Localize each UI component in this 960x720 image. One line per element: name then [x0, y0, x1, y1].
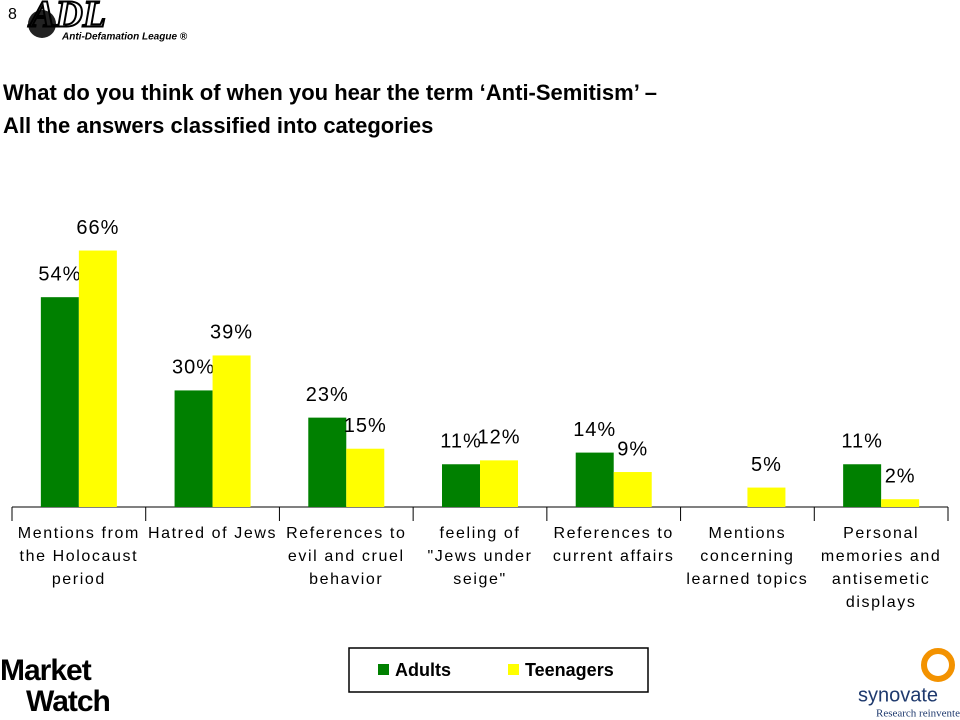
- data-label: 14%: [573, 419, 616, 441]
- synovate-logo: synovate: [858, 684, 938, 706]
- data-label: 54%: [38, 263, 81, 285]
- adl-logo: ADL: [28, 0, 106, 36]
- legend-label: Teenagers: [525, 660, 614, 680]
- legend-label: Adults: [395, 660, 451, 680]
- bar: [881, 499, 920, 507]
- data-label: 9%: [617, 438, 648, 460]
- adl-tagline: Anti-Defamation League ®: [61, 32, 188, 43]
- synovate-tagline: Research reinvented: [876, 708, 960, 720]
- page-number: 8: [8, 6, 17, 23]
- x-tick-label: Hatred of Jews: [147, 525, 278, 542]
- data-label: 30%: [172, 357, 215, 379]
- x-tick-label: References to evil and cruel behavior: [286, 525, 407, 588]
- data-label: 15%: [344, 415, 387, 437]
- chart-title: What do you think of when you hear the t…: [3, 80, 657, 138]
- marketwatch-logo: Market: [0, 654, 92, 687]
- data-label: 11%: [841, 431, 883, 453]
- data-label: 12%: [477, 427, 520, 449]
- bar: [40, 297, 79, 507]
- bar: [747, 487, 786, 507]
- data-label: 2%: [885, 466, 916, 488]
- x-tick-label: Personal memories and antisemetic displa…: [820, 525, 942, 611]
- data-label: 66%: [76, 217, 119, 239]
- bar: [613, 472, 652, 507]
- legend-box: [348, 647, 649, 693]
- x-tick-label: Mentions concerning learned topics: [686, 525, 809, 588]
- x-tick-label: feeling of "Jews under seige": [427, 525, 533, 588]
- synovate-mark: [921, 648, 955, 682]
- bar: [174, 390, 213, 507]
- bar: [575, 452, 614, 507]
- adl-globe: [28, 10, 56, 38]
- data-label: 39%: [210, 322, 253, 344]
- legend-swatch: [508, 664, 519, 675]
- legend-swatch: [378, 664, 389, 675]
- bar: [308, 417, 347, 507]
- marketwatch-logo: Watch: [26, 685, 110, 718]
- bar: [480, 460, 518, 507]
- bar: [78, 250, 117, 508]
- bar: [212, 355, 251, 507]
- bar: [843, 464, 882, 507]
- x-tick-label: Mentions from the Holocaust period: [17, 525, 140, 588]
- bar: [346, 448, 385, 507]
- x-tick-label: References to current affairs: [552, 525, 675, 565]
- data-label: 11%: [440, 431, 482, 453]
- bar: [442, 464, 480, 507]
- data-label: 23%: [306, 384, 349, 406]
- data-label: 5%: [751, 454, 782, 476]
